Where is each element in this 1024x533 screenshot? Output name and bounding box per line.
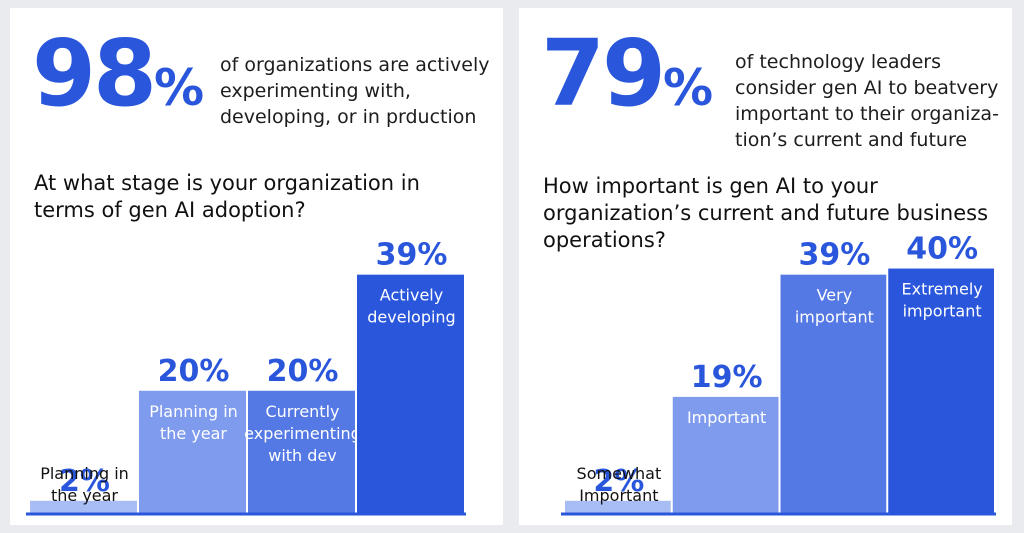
bar-4 <box>357 274 464 513</box>
bar-value-label: 39% <box>376 238 448 273</box>
bar-value-label: 40% <box>906 232 978 267</box>
stat-percent-sign: % <box>663 59 713 117</box>
bar-category-label: Actively developing <box>367 286 455 327</box>
bar-value-label: 2% <box>593 464 644 499</box>
right-panel: 79% of technology leaders consider gen A… <box>519 8 1012 525</box>
bar-category-label: Planning in the year <box>40 464 129 505</box>
stat-percent-sign: % <box>154 59 204 117</box>
bar-1 <box>30 500 137 513</box>
bar-1 <box>565 500 671 513</box>
bar-value-label: 19% <box>691 360 763 395</box>
bar-category-label: Planning in the year <box>149 402 238 443</box>
bar-value-label: 39% <box>798 238 870 273</box>
chart-question: How important is gen AI to your organiza… <box>543 174 989 252</box>
stat-number: 98 <box>32 20 157 127</box>
chart-question: At what stage is your organization in te… <box>34 171 420 222</box>
headline-stat: 98% <box>32 28 204 120</box>
bar-category-label: Extremely important <box>901 280 982 321</box>
bar-category-label: Important <box>687 408 766 427</box>
importance-bar-chart: 2%Somewhat Important 19% Important 39% Very im… <box>561 232 996 516</box>
bar-3 <box>780 274 887 513</box>
bar-2 <box>672 396 779 513</box>
bar-category-label: Currently experimenting with dev <box>244 402 361 465</box>
bar-category-label: Very important <box>795 286 874 327</box>
bar-3 <box>248 390 355 513</box>
bar-2 <box>139 390 246 513</box>
bar-value-label: 20% <box>267 354 339 389</box>
headline-stat: 79% <box>541 28 713 120</box>
bar-value-label: 20% <box>158 354 230 389</box>
stat-description: of organizations are actively experiment… <box>220 54 490 128</box>
bar-category-label: Somewhat Important <box>577 464 662 505</box>
stat-number: 79 <box>541 20 666 127</box>
left-panel: 98% of organizations are actively experi… <box>10 8 503 525</box>
bar-value-label: 2% <box>59 464 110 499</box>
stat-description: of technology leaders consider gen AI to… <box>735 51 999 151</box>
bar-4 <box>888 268 994 513</box>
